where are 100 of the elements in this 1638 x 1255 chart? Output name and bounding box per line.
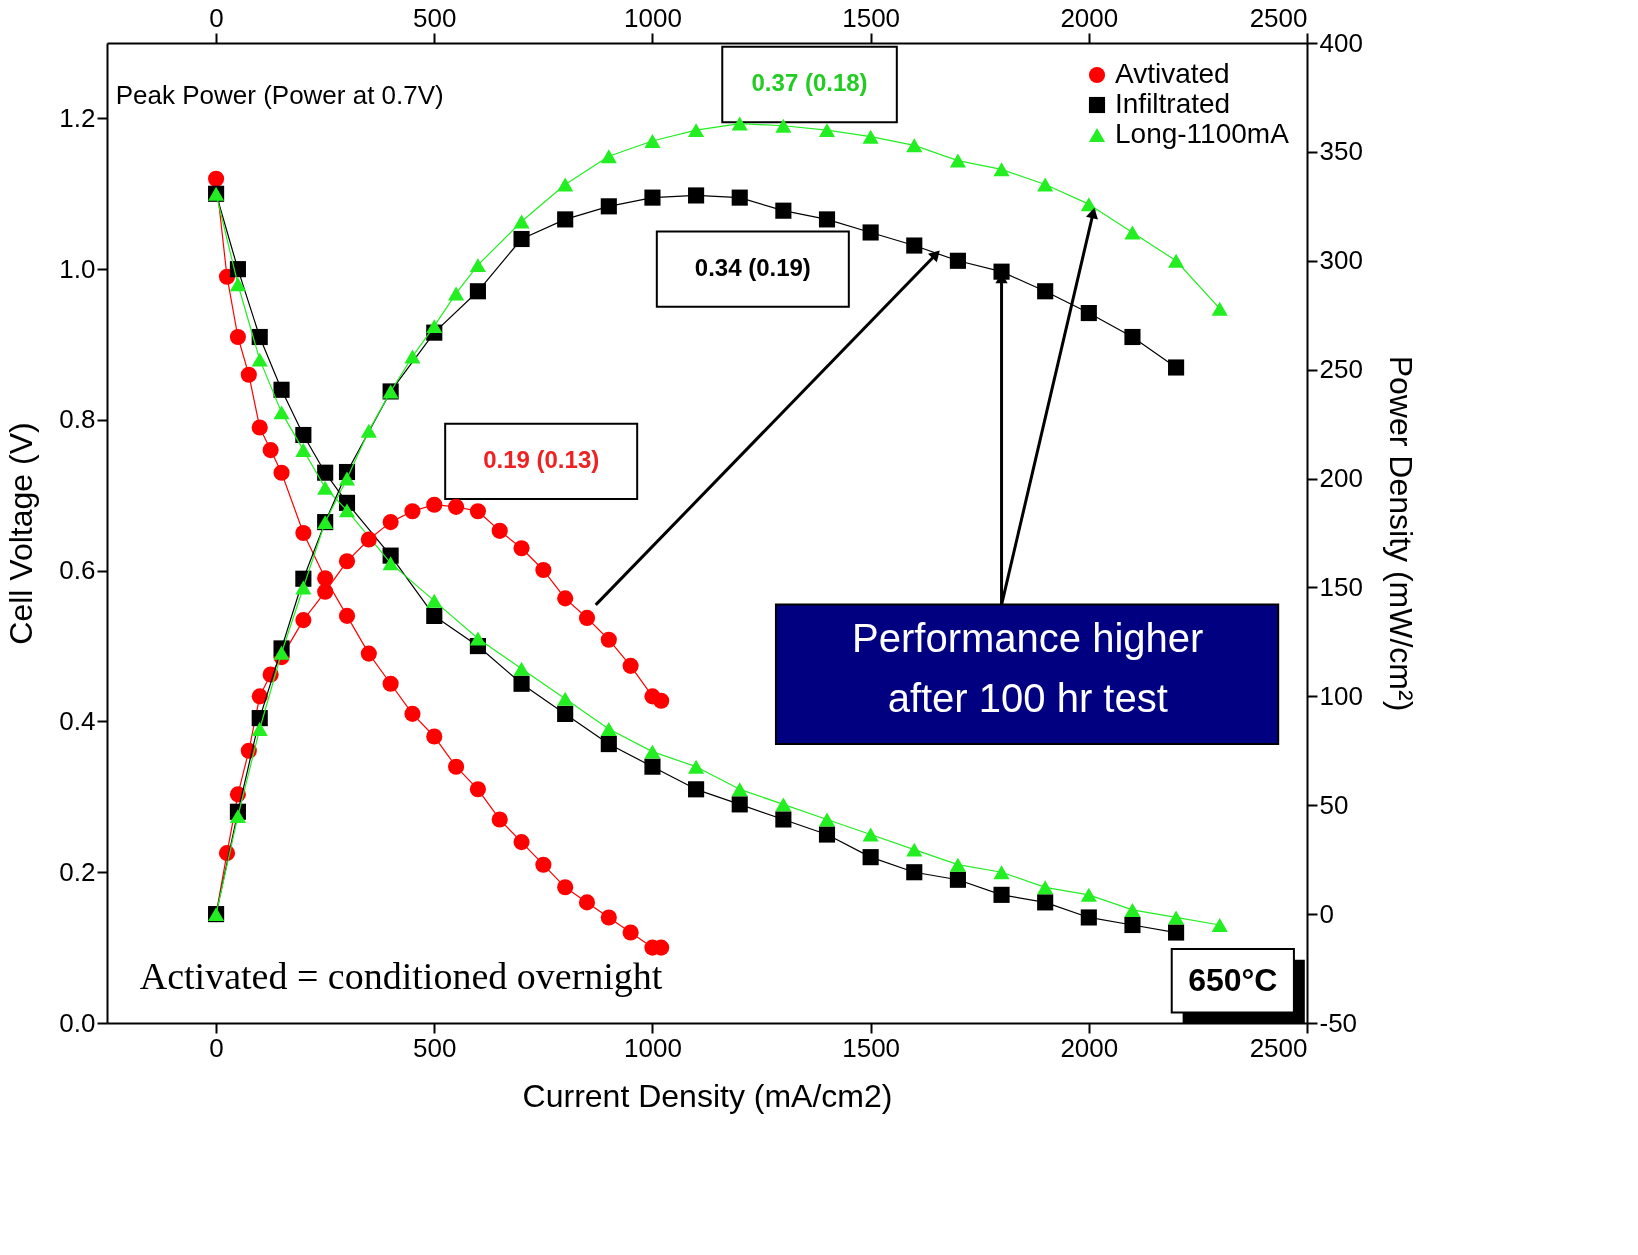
point (513, 230, 530, 248)
point (1124, 916, 1141, 934)
point (382, 514, 399, 531)
point (906, 237, 923, 254)
point (653, 692, 670, 709)
point (1168, 924, 1185, 941)
y-tick-label: 0.6 (59, 555, 96, 586)
y-tick-label: 0.0 (59, 1007, 96, 1038)
y2-tick-label: 150 (1319, 571, 1363, 602)
point (775, 811, 792, 828)
point (426, 319, 443, 334)
point (469, 283, 486, 300)
point (949, 153, 966, 168)
point (688, 187, 705, 204)
point (426, 593, 443, 608)
point (360, 645, 377, 662)
point (513, 675, 530, 692)
point (622, 924, 639, 941)
point (262, 442, 279, 459)
point (993, 263, 1010, 280)
annotation: 650°C (1188, 961, 1278, 998)
point (404, 705, 421, 722)
point (338, 607, 356, 624)
point (382, 556, 399, 571)
y-axis-title: Cell Voltage (V) (3, 422, 40, 645)
point (906, 864, 923, 881)
point (338, 553, 356, 570)
y2-tick-label: -50 (1319, 1007, 1358, 1038)
legend-label: Avtivated (1115, 58, 1230, 89)
y2-tick-label: 200 (1319, 463, 1363, 494)
point (731, 796, 748, 813)
point (993, 162, 1010, 177)
point (862, 224, 879, 241)
point (557, 691, 574, 706)
y-tick-label: 1.2 (59, 102, 96, 133)
x-tick-label: 2000 (1060, 1032, 1119, 1063)
x2-tick-label: 2500 (1249, 2, 1308, 33)
point (731, 782, 748, 797)
point (229, 328, 246, 346)
point (600, 149, 617, 164)
y2-tick-label: 300 (1319, 245, 1363, 276)
point (448, 758, 465, 775)
x-tick-label: 1500 (842, 1032, 901, 1063)
point (251, 688, 268, 705)
point (949, 857, 966, 872)
point (382, 675, 399, 692)
point (295, 443, 312, 458)
point (273, 645, 290, 660)
point (535, 561, 552, 579)
point (906, 138, 923, 153)
point (1037, 880, 1054, 895)
point (1124, 225, 1141, 240)
y2-tick-label: 350 (1319, 136, 1363, 167)
point (360, 531, 377, 548)
point (1168, 359, 1185, 376)
point (1168, 910, 1185, 925)
y2-tick-label: 100 (1319, 680, 1363, 711)
point (251, 352, 268, 367)
point (775, 797, 792, 812)
point (906, 842, 923, 857)
point (251, 328, 268, 346)
point (240, 366, 257, 383)
point (600, 198, 617, 215)
x-tick-label: 0 (209, 1032, 224, 1063)
point (1211, 918, 1228, 932)
point (688, 781, 705, 798)
point (862, 827, 879, 842)
y2-axis-title: Power Density (mW/cm²) (1382, 355, 1419, 712)
point (600, 722, 617, 736)
point (273, 405, 290, 420)
point (949, 871, 966, 888)
point (251, 419, 268, 436)
annotation: 0.19 (0.13) (483, 446, 600, 474)
point (557, 590, 574, 607)
point (404, 503, 421, 520)
point (295, 580, 312, 595)
point (491, 522, 508, 539)
x-tick-label: 500 (413, 1032, 457, 1063)
point (862, 129, 879, 144)
y-tick-label: 0.2 (59, 856, 96, 887)
point (426, 728, 443, 745)
point (448, 498, 465, 515)
x2-tick-label: 1000 (624, 2, 682, 33)
point (578, 609, 596, 626)
point (731, 116, 748, 131)
point (513, 540, 530, 557)
point (317, 464, 334, 481)
point (229, 261, 246, 278)
point (513, 661, 530, 676)
point (862, 849, 879, 866)
point (317, 480, 334, 495)
annotation: Peak Power (Power at 0.7V) (115, 79, 444, 110)
point (949, 252, 966, 269)
point (993, 865, 1010, 880)
x-tick-label: 1000 (624, 1032, 682, 1063)
x2-tick-label: 2000 (1060, 2, 1119, 33)
point (273, 381, 290, 398)
point (1037, 894, 1054, 911)
y2-tick-label: 50 (1319, 789, 1349, 820)
annotation: Activated = conditioned overnight (139, 954, 663, 997)
